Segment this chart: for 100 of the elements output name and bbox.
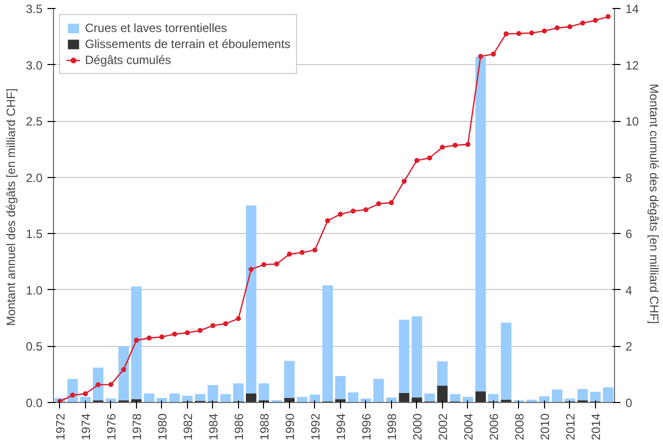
point <box>440 144 445 150</box>
x-tick-label: 1996 <box>359 413 374 440</box>
point <box>350 208 356 214</box>
bar <box>233 383 244 402</box>
x-tick-label: 1992 <box>308 413 322 440</box>
point <box>606 14 611 20</box>
bar <box>118 346 129 400</box>
bar <box>80 396 91 402</box>
x-tick-label: 2010 <box>538 413 552 440</box>
bar <box>246 206 256 394</box>
y-tick-label: 0.0 <box>26 396 43 410</box>
point <box>452 142 458 148</box>
point <box>363 207 368 212</box>
y2-tick-label: 0 <box>626 396 632 410</box>
y-tick-label: 0.5 <box>26 340 43 354</box>
point <box>82 391 88 396</box>
bar <box>437 361 448 386</box>
bar <box>194 394 206 401</box>
point <box>427 155 432 160</box>
x-tick-label: 1984 <box>206 413 220 440</box>
point <box>223 321 228 326</box>
x-tick-label: 1998 <box>384 413 399 440</box>
x-tick-label: 1980 <box>155 413 170 440</box>
point <box>554 25 560 30</box>
bar <box>144 393 154 402</box>
x-tick-label: 1994 <box>334 413 348 440</box>
point <box>286 252 292 257</box>
bar <box>169 393 180 402</box>
bar <box>488 394 499 402</box>
y-tick-label: 2.0 <box>26 170 43 185</box>
bar <box>602 387 614 402</box>
x-tick-label: 1978 <box>130 413 144 440</box>
point <box>592 18 598 23</box>
x-tick-label: 2012 <box>563 413 578 440</box>
bar <box>564 398 576 402</box>
point <box>274 262 280 267</box>
bar <box>131 286 142 400</box>
bar <box>258 383 270 400</box>
legend-label: Dégâts cumulés <box>85 53 172 67</box>
bar <box>322 285 333 402</box>
point <box>96 382 101 388</box>
bar <box>246 393 256 402</box>
y2-tick-label: 2 <box>626 340 632 354</box>
x-tick-label: 1988 <box>257 413 272 440</box>
x-tick-label: 1972 <box>53 413 68 440</box>
point <box>236 316 241 322</box>
y2-tick-label: 8 <box>626 170 632 185</box>
point <box>465 142 470 147</box>
bar <box>450 394 460 402</box>
point <box>108 382 114 387</box>
point <box>198 328 203 333</box>
point <box>402 178 407 184</box>
point <box>134 338 139 343</box>
bar <box>284 360 295 398</box>
point <box>261 262 266 268</box>
bar <box>475 391 486 402</box>
point <box>490 52 496 57</box>
point <box>146 336 152 341</box>
y2-tick-label: 12 <box>626 58 640 72</box>
bar <box>437 386 448 402</box>
point <box>580 20 586 26</box>
point <box>300 250 305 255</box>
point <box>70 392 76 398</box>
point <box>210 323 216 328</box>
bar <box>208 385 218 402</box>
bar <box>348 392 358 402</box>
bar <box>424 393 435 402</box>
bar <box>412 316 422 398</box>
point <box>312 247 318 252</box>
x-tick-label: 2008 <box>512 413 526 440</box>
x-tick-label: 1982 <box>180 413 195 440</box>
bar <box>500 322 512 400</box>
bar <box>590 392 601 402</box>
y-tick-label: 3.0 <box>26 58 43 72</box>
y2-tick-label: 4 <box>626 283 632 298</box>
bar <box>552 390 562 402</box>
x-tick-label: 1986 <box>232 413 246 440</box>
legend-label: Crues et laves torrentielles <box>85 21 228 35</box>
x-tick-label: 1976 <box>104 413 118 440</box>
bar <box>398 320 410 393</box>
point <box>414 158 420 163</box>
y2-axis-title: Montant cumulé des dégâts [en milliard CHF] <box>646 84 661 324</box>
y-tick-label: 1.5 <box>26 227 43 242</box>
y2-tick-label: 10 <box>626 114 640 129</box>
bar <box>220 394 231 402</box>
y-tick-label: 3.5 <box>26 2 43 16</box>
x-tick-label: 1974 <box>78 413 93 440</box>
y2-tick-label: 6 <box>626 227 632 242</box>
x-tick-label: 2000 <box>410 413 424 440</box>
x-tick-label: 2002 <box>436 413 450 440</box>
y-tick-label: 2.5 <box>26 114 43 129</box>
point <box>248 266 254 272</box>
x-tick-label: 2004 <box>461 413 476 440</box>
point <box>338 212 343 217</box>
x-tick-label: 1990 <box>282 413 297 440</box>
bar <box>310 394 320 402</box>
point <box>172 332 178 337</box>
bar <box>92 368 104 400</box>
legend-label: Glissements de terrain et éboulements <box>85 37 290 51</box>
point <box>325 218 330 224</box>
